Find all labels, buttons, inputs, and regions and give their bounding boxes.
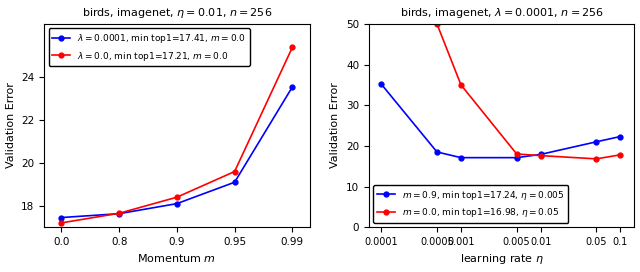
$m = 0.0$, min top1=16.98, $\eta = 0.05$	[616, 153, 624, 156]
$m = 0.0$, min top1=16.98, $\eta = 0.05$	[433, 22, 441, 26]
$\lambda = 0.0001$, min top1=17.41, $m = 0.0$	[231, 181, 239, 184]
$m = 0.9$, min top1=17.24, $\eta = 0.005$	[593, 140, 600, 143]
Line: $\lambda = 0.0$, min top1=17.21, $m = 0.0$: $\lambda = 0.0$, min top1=17.21, $m = 0.…	[59, 45, 295, 225]
Legend: $m = 0.9$, min top1=17.24, $\eta = 0.005$, $m = 0.0$, min top1=16.98, $\eta = 0.: $m = 0.9$, min top1=17.24, $\eta = 0.005…	[373, 185, 568, 223]
Title: birds, imagenet, $\eta = 0.01$, $n = 256$: birds, imagenet, $\eta = 0.01$, $n = 256…	[82, 5, 272, 20]
X-axis label: Momentum $m$: Momentum $m$	[138, 252, 216, 264]
Y-axis label: Validation Error: Validation Error	[6, 83, 15, 168]
Y-axis label: Validation Error: Validation Error	[330, 83, 340, 168]
$\lambda = 0.0$, min top1=17.21, $m = 0.0$	[173, 196, 180, 199]
Line: $m = 0.9$, min top1=17.24, $\eta = 0.005$: $m = 0.9$, min top1=17.24, $\eta = 0.005…	[379, 82, 623, 160]
Line: $m = 0.0$, min top1=16.98, $\eta = 0.05$: $m = 0.0$, min top1=16.98, $\eta = 0.05$	[435, 21, 623, 161]
Legend: $\lambda = 0.0001$, min top1=17.41, $m = 0.0$, $\lambda = 0.0$, min top1=17.21, : $\lambda = 0.0001$, min top1=17.41, $m =…	[49, 28, 250, 66]
Title: birds, imagenet, $\lambda = 0.0001$, $n = 256$: birds, imagenet, $\lambda = 0.0001$, $n …	[399, 5, 604, 20]
$\lambda = 0.0001$, min top1=17.41, $m = 0.0$	[173, 202, 180, 205]
X-axis label: learning rate $\eta$: learning rate $\eta$	[460, 252, 543, 267]
$m = 0.0$, min top1=16.98, $\eta = 0.05$	[457, 83, 465, 86]
$m = 0.9$, min top1=17.24, $\eta = 0.005$	[433, 150, 441, 154]
$m = 0.9$, min top1=17.24, $\eta = 0.005$	[457, 156, 465, 159]
$m = 0.0$, min top1=16.98, $\eta = 0.05$	[593, 157, 600, 160]
$\lambda = 0.0001$, min top1=17.41, $m = 0.0$	[58, 216, 65, 219]
$m = 0.9$, min top1=17.24, $\eta = 0.005$	[616, 135, 624, 138]
$\lambda = 0.0$, min top1=17.21, $m = 0.0$	[231, 170, 239, 173]
$\lambda = 0.0$, min top1=17.21, $m = 0.0$	[115, 212, 123, 215]
$m = 0.0$, min top1=16.98, $\eta = 0.05$	[513, 152, 520, 156]
$m = 0.9$, min top1=17.24, $\eta = 0.005$	[378, 82, 385, 86]
$m = 0.9$, min top1=17.24, $\eta = 0.005$	[537, 153, 545, 156]
$\lambda = 0.0001$, min top1=17.41, $m = 0.0$	[115, 212, 123, 215]
Line: $\lambda = 0.0001$, min top1=17.41, $m = 0.0$: $\lambda = 0.0001$, min top1=17.41, $m =…	[59, 85, 295, 220]
$m = 0.0$, min top1=16.98, $\eta = 0.05$	[537, 154, 545, 157]
$\lambda = 0.0001$, min top1=17.41, $m = 0.0$	[289, 85, 296, 89]
$m = 0.9$, min top1=17.24, $\eta = 0.005$	[513, 156, 520, 159]
$\lambda = 0.0$, min top1=17.21, $m = 0.0$	[58, 221, 65, 224]
$\lambda = 0.0$, min top1=17.21, $m = 0.0$	[289, 46, 296, 49]
